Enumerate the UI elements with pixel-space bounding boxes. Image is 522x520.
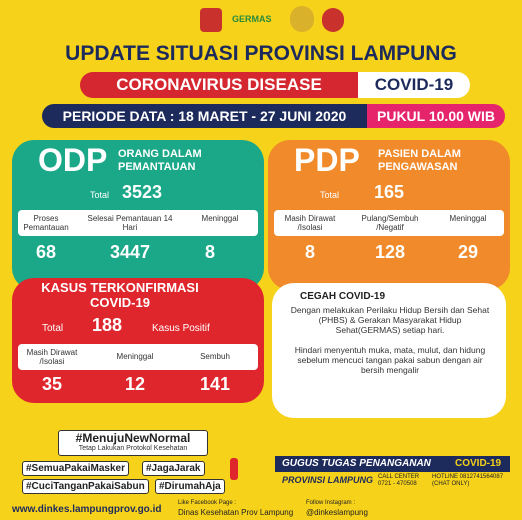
- call-center: CALL CENTER 0721 - 470508: [378, 474, 420, 487]
- column-label: Proses Pemantauan: [23, 214, 69, 232]
- total-note: Kasus Positif: [152, 323, 210, 334]
- column-label: Masih Dirawat /Isolasi: [284, 214, 336, 232]
- pdp-name: PENGAWASAN: [378, 161, 458, 173]
- title: UPDATE SITUASI PROVINSI LAMPUNG: [65, 42, 457, 65]
- kasus-title: COVID-19: [90, 295, 150, 310]
- hotline: HOTLINE 0812741564087 (CHAT ONLY): [432, 474, 504, 487]
- odp-name: PEMANTAUAN: [118, 161, 196, 173]
- hashtag-sub: Tetap Lakukan Protokol Kesehatan: [78, 445, 188, 452]
- covid-pill: COVID-19: [358, 72, 470, 98]
- website: www.dinkes.lampungprov.go.id: [12, 504, 162, 515]
- fb-label: Like Facebook Page :: [178, 500, 237, 506]
- column-label: Selesai Pemantauan 14 Hari: [87, 214, 173, 232]
- total-label: Total: [90, 190, 110, 200]
- column-label: Sembuh: [200, 352, 230, 361]
- disease-pill: CORONAVIRUS DISEASE: [80, 72, 358, 98]
- hashtag: #SemuaPakaiMasker: [22, 461, 129, 476]
- label-strip: [274, 210, 504, 236]
- column-label: Masih Dirawat /Isolasi: [26, 348, 78, 366]
- hashtag: #JagaJarak: [142, 461, 205, 476]
- column-value: 128: [374, 242, 406, 262]
- cegah-text: Dengan melakukan Perilaku Hidup Bersih d…: [290, 305, 490, 335]
- total-value: 3523: [122, 182, 163, 202]
- column-value: 35: [41, 374, 63, 394]
- time: PUKUL 10.00 WIB: [367, 104, 505, 128]
- period: PERIODE DATA : 18 MARET - 27 JUNI 2020: [42, 104, 367, 128]
- cegah-text: Hindari menyentuh muka, mata, mulut, dan…: [294, 345, 486, 375]
- logo: [200, 8, 222, 32]
- kasus-title: KASUS TERKONFIRMASI: [41, 280, 199, 295]
- hashtag: #DirumahAja: [155, 479, 225, 494]
- cegah-card: [272, 283, 506, 418]
- label-strip: [18, 210, 258, 236]
- column-label: Meninggal: [449, 214, 487, 223]
- cegah-title: CEGAH COVID-19: [300, 291, 386, 302]
- odp-name: ORANG DALAM: [118, 148, 202, 160]
- column-value: 8: [304, 242, 315, 262]
- column-value: 68: [35, 242, 57, 262]
- logo: [322, 8, 344, 32]
- kasus-card: [12, 278, 264, 403]
- total-label: Total: [42, 323, 64, 334]
- pdp-abbr: PDP: [294, 142, 360, 178]
- column-value: 12: [124, 374, 146, 394]
- exclamation: [230, 458, 238, 480]
- gugus-title: GUGUS TUGAS PENANGANAN: [282, 458, 431, 469]
- ig-label: Follow Instagram :: [306, 500, 356, 506]
- total-label: Total: [320, 190, 340, 200]
- logo: [290, 6, 314, 32]
- hashtag-main: #MenujuNewNormal: [75, 431, 191, 445]
- column-value: 141: [199, 374, 231, 394]
- column-value: 8: [204, 242, 215, 262]
- hashtag: #CuciTanganPakaiSabun: [22, 479, 149, 494]
- gugus-covid: COVID-19: [455, 458, 502, 469]
- hashtag-box: [58, 430, 208, 456]
- odp-abbr: ODP: [38, 142, 108, 178]
- gugus-bar: [275, 456, 510, 472]
- total-value: 188: [92, 315, 123, 335]
- column-label: Meninggal: [116, 352, 154, 361]
- gugus-province: PROVINSI LAMPUNG: [282, 475, 374, 485]
- column-label: Meninggal: [201, 214, 239, 223]
- column-value: 3447: [109, 242, 151, 262]
- column-label: Pulang/Sembuh /Negatif: [361, 214, 419, 232]
- label-strip: [18, 344, 258, 370]
- logo-text: GERMAS: [232, 14, 272, 24]
- pdp-name: PASIEN DALAM: [378, 148, 461, 160]
- ig: @dinkeslampung: [306, 508, 368, 517]
- total-value: 165: [374, 182, 405, 202]
- fb: Dinas Kesehatan Prov Lampung: [178, 508, 294, 517]
- column-value: 29: [457, 242, 479, 262]
